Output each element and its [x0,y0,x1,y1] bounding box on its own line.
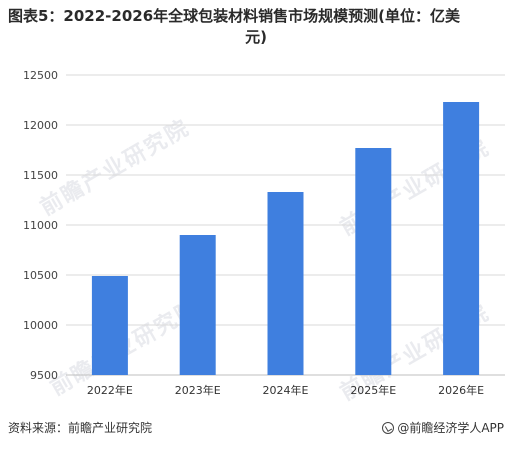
bar-2 [267,192,304,375]
grid-lines [66,74,505,376]
bar-3 [355,148,392,375]
x-tick-label: 2022年E [87,383,133,397]
y-tick-label: 9500 [30,369,58,382]
bar-4 [443,102,480,375]
footer: 资料来源：前瞻产业研究院 @前瞻经济学人APP [0,416,512,438]
x-tick-label: 2026年E [438,383,484,397]
y-tick-label: 12000 [23,119,58,132]
y-tick-label: 11000 [23,219,58,232]
chart-title-line2: 元) [245,28,267,46]
x-tick-labels: 2022年E 2023年E 2024年E 2025年E 2026年E [87,383,484,397]
bars [91,102,480,375]
y-tick-label: 11500 [23,169,58,182]
x-tick-label: 2023年E [175,383,221,397]
chart-title-line1: 图表5：2022-2026年全球包装材料销售市场规模预测(单位：亿美 [8,7,461,25]
y-tick-label: 10000 [23,319,58,332]
y-tick-label: 10500 [23,269,58,282]
source-text: 资料来源：前瞻产业研究院 [8,421,153,435]
brand-text: @前瞻经济学人APP [397,421,504,435]
y-tick-label: 12500 [23,69,58,82]
bar-0 [91,276,128,375]
bar-1 [179,235,216,375]
x-tick-label: 2024年E [263,383,309,397]
brand: @前瞻经济学人APP [382,419,504,436]
x-tick-label: 2025年E [350,383,396,397]
chart-title: 图表5：2022-2026年全球包装材料销售市场规模预测(单位：亿美 元) [8,6,504,48]
y-tick-labels: 9500 10000 10500 11000 11500 12000 12500 [23,69,58,382]
brand-logo-icon [382,421,395,434]
